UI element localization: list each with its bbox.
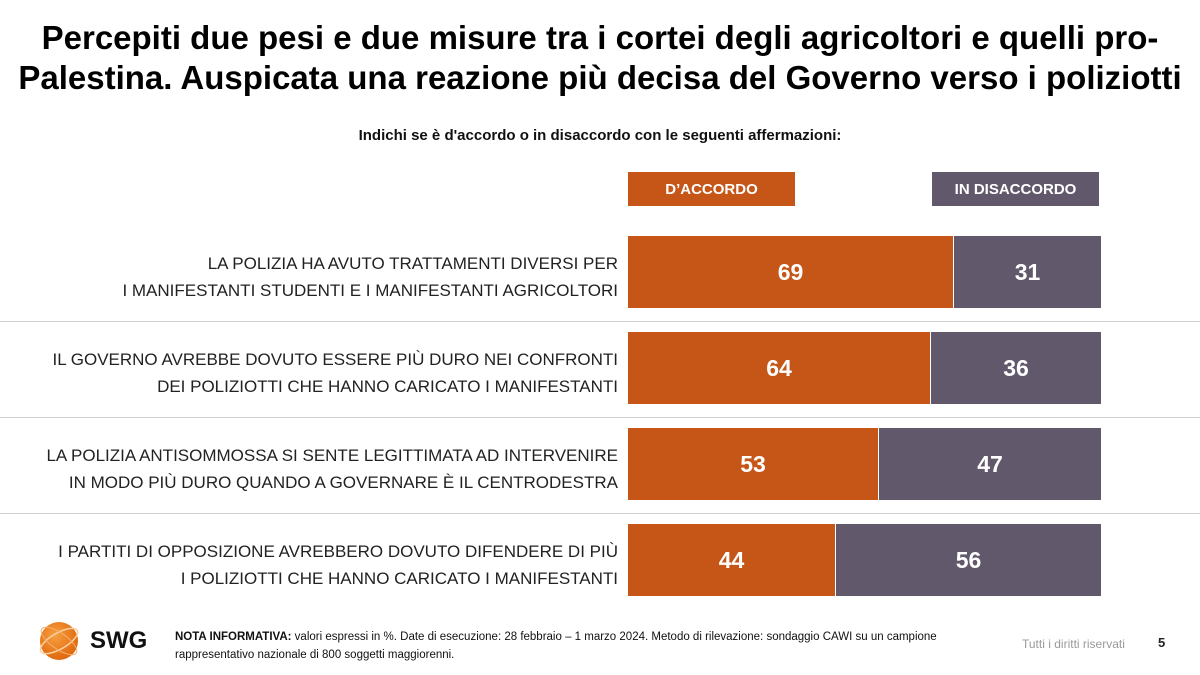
legend-disagree: IN DISACCORDO: [932, 172, 1099, 206]
category-label-line: LA POLIZIA HA AVUTO TRATTAMENTI DIVERSI …: [207, 254, 618, 273]
rights-text: Tutti i diritti riservati: [1022, 637, 1125, 651]
bar-disagree: 47: [879, 428, 1101, 500]
page-number: 5: [1158, 635, 1166, 650]
bar-track: 53 47: [628, 428, 1101, 500]
bar-disagree: 56: [836, 524, 1101, 596]
category-label-line: LA POLIZIA ANTISOMMOSSA SI SENTE LEGITTI…: [46, 446, 618, 465]
chart-row: LA POLIZIA ANTISOMMOSSA SI SENTE LEGITTI…: [0, 428, 1200, 524]
bar-agree: 53: [628, 428, 879, 500]
footnote: NOTA INFORMATIVA: valori espressi in %. …: [175, 628, 995, 664]
swg-logo-text: SWG: [90, 627, 148, 654]
bar-agree: 64: [628, 332, 931, 404]
data-label-agree: 53: [740, 450, 766, 477]
category-label-line: I MANIFESTANTI STUDENTI E I MANIFESTANTI…: [122, 281, 618, 300]
category-label: LA POLIZIA ANTISOMMOSSA SI SENTE LEGITTI…: [18, 442, 618, 496]
data-label-disagree: 31: [1014, 258, 1041, 285]
row-divider: [0, 321, 1200, 322]
category-label: IL GOVERNO AVREBBE DOVUTO ESSERE PIÙ DUR…: [18, 346, 618, 400]
chart-row: IL GOVERNO AVREBBE DOVUTO ESSERE PIÙ DUR…: [0, 332, 1200, 428]
data-label-disagree: 36: [1003, 354, 1029, 381]
row-divider: [0, 513, 1200, 514]
bar-agree: 69: [628, 236, 954, 308]
footnote-label: NOTA INFORMATIVA:: [175, 631, 292, 643]
swg-logo-icon: [39, 622, 79, 660]
footnote-text: valori espressi in %. Date di esecuzione…: [175, 631, 937, 661]
data-label-disagree: 47: [977, 450, 1003, 477]
chart-title: Percepiti due pesi e due misure tra i co…: [18, 19, 1182, 96]
category-label-line: IN MODO PIÙ DURO QUANDO A GOVERNARE È IL…: [68, 473, 618, 492]
category-label: LA POLIZIA HA AVUTO TRATTAMENTI DIVERSI …: [18, 250, 618, 304]
bar-disagree: 31: [954, 236, 1101, 308]
bar-agree: 44: [628, 524, 836, 596]
category-label-line: I PARTITI DI OPPOSIZIONE AVREBBERO DOVUT…: [58, 542, 618, 561]
chart-row: LA POLIZIA HA AVUTO TRATTAMENTI DIVERSI …: [0, 236, 1200, 332]
row-divider: [0, 417, 1200, 418]
data-label-agree: 44: [718, 546, 745, 573]
bar-track: 44 56: [628, 524, 1101, 596]
data-label-agree: 64: [766, 354, 792, 381]
legend-agree: D’ACCORDO: [628, 172, 795, 206]
data-label-disagree: 56: [955, 546, 982, 573]
data-label-agree: 69: [777, 258, 804, 285]
chart-row: I PARTITI DI OPPOSIZIONE AVREBBERO DOVUT…: [0, 524, 1200, 620]
chart-subtitle: Indichi se è d'accordo o in disaccordo c…: [358, 127, 842, 144]
bar-track: 64 36: [628, 332, 1101, 404]
bar-disagree: 36: [931, 332, 1101, 404]
category-label-line: I POLIZIOTTI CHE HANNO CARICATO I MANIFE…: [180, 569, 618, 588]
bar-track: 69 31: [628, 236, 1101, 308]
category-label-line: DEI POLIZIOTTI CHE HANNO CARICATO I MANI…: [157, 377, 618, 396]
category-label: I PARTITI DI OPPOSIZIONE AVREBBERO DOVUT…: [18, 538, 618, 592]
category-label-line: IL GOVERNO AVREBBE DOVUTO ESSERE PIÙ DUR…: [52, 350, 618, 369]
